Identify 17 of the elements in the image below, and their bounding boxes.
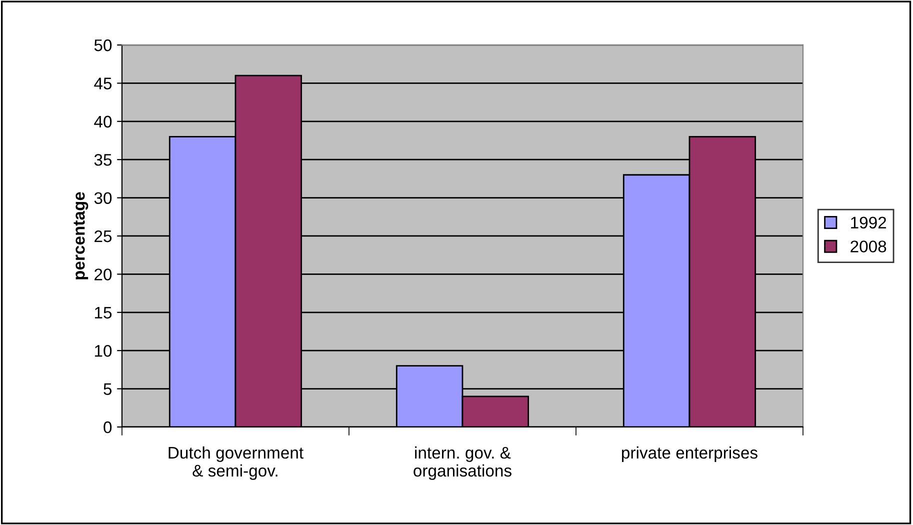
y-tick-label: 45 [94, 78, 112, 90]
legend-label: 1992 [851, 216, 886, 229]
y-tick-label: 5 [104, 383, 112, 395]
y-tick-label: 15 [94, 306, 112, 319]
y-tick-label: 0 [104, 421, 112, 434]
y-tick-label: 25 [94, 230, 112, 242]
y-tick-label: 10 [94, 344, 112, 357]
legend-label: 2008 [850, 240, 886, 252]
y-tick-label: 20 [94, 268, 112, 280]
y-tick-label: 50 [94, 39, 112, 52]
x-tick-label: Dutch government & semi-gov. [168, 446, 304, 480]
x-tick-label: intern. gov. & organisations [414, 446, 512, 480]
x-tick-label: private enterprises [622, 446, 758, 462]
y-axis-title: percentage [74, 192, 88, 280]
y-tick-label: 30 [94, 192, 112, 204]
y-tick-label: 35 [94, 154, 112, 166]
y-tick-label: 40 [94, 116, 112, 128]
